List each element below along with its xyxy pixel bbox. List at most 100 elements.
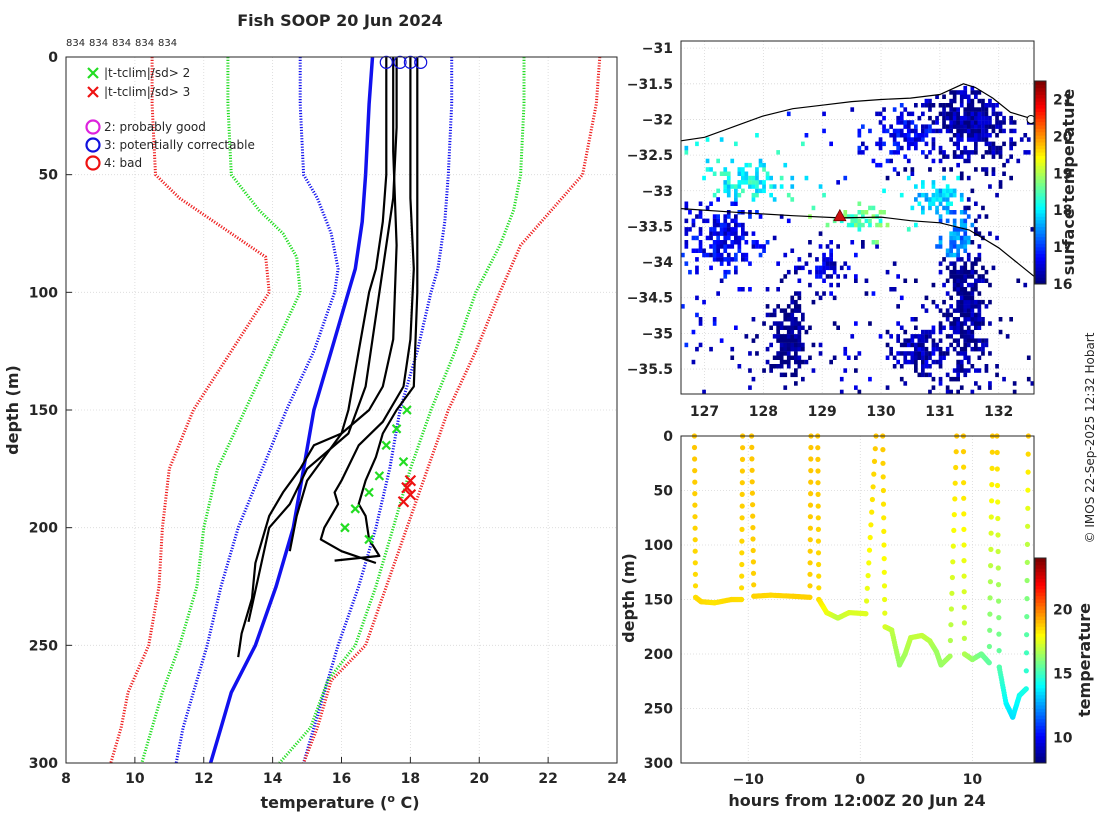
sst-cell — [843, 274, 848, 279]
sst-cell — [991, 141, 996, 147]
sst-cell — [695, 269, 699, 275]
sst-cell — [914, 137, 918, 142]
sst-cell — [734, 235, 738, 241]
sst-cell — [945, 265, 950, 271]
sst-cell — [779, 338, 784, 343]
sst-cell — [949, 167, 953, 172]
sst-cell — [829, 240, 833, 245]
sst-cell — [751, 184, 756, 189]
sst-cell — [970, 124, 975, 129]
map-colorbar-tick-label: 19 — [1053, 166, 1072, 182]
sst-cell — [952, 368, 957, 373]
sst-cell — [974, 278, 978, 283]
sst-cell — [977, 115, 982, 121]
sst-cell — [737, 184, 742, 189]
sst-cell — [691, 218, 696, 224]
sst-cell — [695, 295, 699, 301]
sst-cell — [952, 133, 957, 138]
sst-cell — [981, 265, 985, 271]
sst-cell — [921, 124, 925, 129]
sst-cell — [924, 197, 929, 202]
sst-cell — [956, 137, 960, 142]
sst-cell — [917, 334, 922, 339]
colorbar-segment — [1035, 206, 1046, 211]
sst-cell — [966, 274, 971, 279]
colorbar-segment — [1035, 674, 1046, 679]
timeseries-point — [880, 487, 887, 494]
timeseries-point — [961, 620, 968, 626]
sst-cell — [1016, 278, 1021, 283]
sst-cell — [981, 205, 985, 211]
sst-cell — [882, 128, 886, 134]
sst-cell — [914, 145, 918, 151]
sst-cell — [794, 334, 798, 339]
sst-cell — [995, 103, 999, 108]
sst-cell — [921, 342, 925, 348]
sst-cell — [949, 261, 953, 266]
sst-cell — [956, 111, 960, 117]
sst-cell — [906, 120, 911, 125]
sst-cell — [906, 175, 911, 181]
sst-cell — [868, 218, 872, 224]
sst-cell — [726, 192, 731, 198]
timeseries-point — [807, 594, 813, 600]
sst-cell — [974, 317, 978, 322]
sst-cell — [945, 197, 950, 202]
timeseries-point — [815, 456, 821, 462]
sst-cell — [921, 359, 925, 365]
sst-cell — [854, 218, 858, 224]
sst-cell — [772, 235, 777, 241]
sst-cell — [726, 175, 731, 181]
sst-cell — [928, 115, 932, 121]
sst-cell — [974, 325, 978, 330]
sst-cell — [977, 252, 982, 258]
sst-cell — [949, 389, 953, 395]
colorbar-segment — [1035, 209, 1046, 214]
sst-cell — [899, 115, 904, 121]
sst-cell — [956, 291, 960, 296]
sst-cell — [977, 120, 982, 125]
sst-cell — [974, 94, 978, 99]
sst-cell — [963, 90, 968, 95]
sst-cell — [695, 346, 699, 352]
sst-cell — [779, 364, 784, 369]
timeseries-point — [872, 446, 878, 452]
sst-cell — [818, 231, 823, 236]
sst-cell — [818, 295, 823, 301]
sst-cell — [878, 218, 883, 224]
sst-cell — [991, 124, 996, 129]
sst-cell — [737, 287, 742, 292]
sst-cell — [970, 188, 975, 194]
sst-cell — [762, 180, 766, 185]
sst-cell — [741, 222, 745, 228]
profile-y-tick-label: 250 — [29, 638, 58, 654]
map-x-tick-label: 128 — [749, 404, 778, 420]
sst-cell — [928, 128, 932, 134]
sst-cell — [959, 222, 964, 228]
sst-cell — [931, 180, 936, 185]
profile-top-labels: 834 834 834 834 834 — [66, 38, 177, 49]
map-y-tick-label: −33.5 — [627, 219, 673, 235]
sst-cell — [885, 329, 890, 335]
sst-cell — [815, 257, 819, 262]
sst-cell — [1030, 381, 1035, 386]
sst-cell — [744, 257, 749, 262]
sst-cell — [772, 197, 777, 202]
sst-cell — [797, 321, 802, 326]
timeseries-point — [815, 468, 821, 474]
colorbar-segment — [1035, 742, 1046, 747]
timeseries-point — [1025, 469, 1031, 475]
sst-cell — [977, 90, 982, 95]
sst-cell — [956, 282, 960, 288]
timeseries-point — [987, 595, 993, 601]
sst-cell — [896, 150, 900, 155]
sst-cell — [966, 107, 971, 112]
sst-cell — [966, 111, 971, 117]
legend-circle-marker — [85, 137, 101, 153]
sst-cell — [702, 218, 706, 224]
sst-cell — [988, 120, 992, 125]
sst-cell — [959, 171, 964, 176]
sst-cell — [949, 128, 953, 134]
timeseries-point — [808, 444, 814, 451]
timeseries-point — [880, 501, 887, 507]
